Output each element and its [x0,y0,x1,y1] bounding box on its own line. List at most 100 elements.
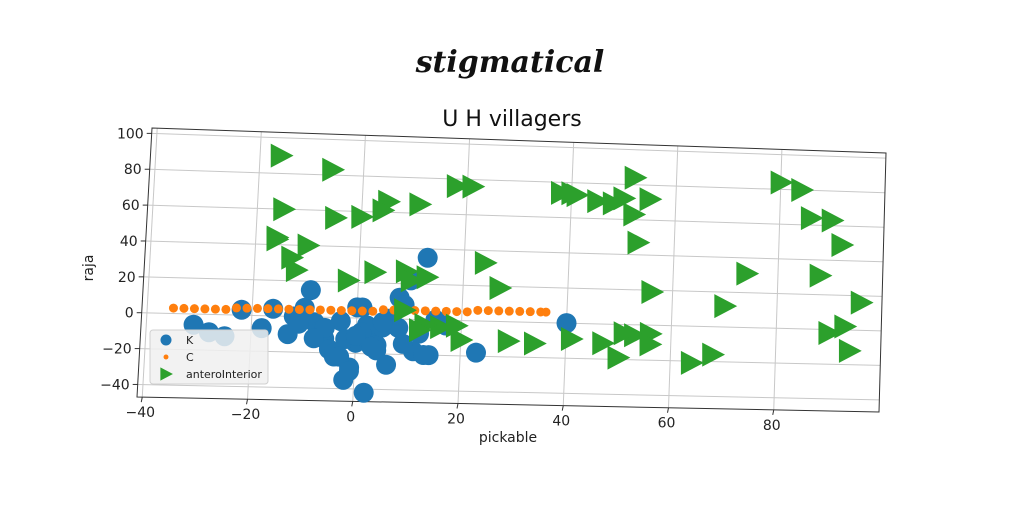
grid-lines [132,128,886,415]
y-grid-line [145,240,884,263]
legend-label: anteroInterior [186,368,262,381]
x-grid-line [562,142,575,406]
data-point [200,304,210,314]
data-point [416,265,440,290]
data-point [378,305,388,315]
x-tick-label: 40 [552,414,570,430]
data-point [680,350,704,375]
data-point [297,233,321,258]
data-point [497,329,521,354]
plot-border [136,127,887,413]
y-tick-label: −20 [102,342,132,358]
y-grid-line [141,312,882,332]
data-point [624,323,647,348]
data-point [587,189,611,214]
data-point [337,268,361,293]
x-tick-label: 80 [763,418,781,434]
plot-frame [136,127,887,413]
data-point [284,304,294,314]
data-point [281,245,305,270]
data-point [431,306,441,316]
y-tick-label: 0 [125,306,134,322]
legend-marker [160,367,173,381]
data-point [623,202,647,227]
data-point [376,354,397,375]
series-anterointerior [266,143,874,375]
data-point [252,303,262,313]
data-point [305,305,315,315]
data-point [303,328,324,349]
data-point [189,304,199,314]
y-grid-line [149,168,885,194]
data-point [210,304,220,314]
data-point [473,305,483,315]
data-point [736,261,760,286]
x-grid-line [141,128,158,398]
x-grid-line [668,145,679,408]
x-tick-mark [140,397,143,403]
data-point [465,342,486,363]
series-c [168,303,551,317]
y-tick-label: −40 [100,377,130,393]
data-point [834,314,858,339]
data-point [417,247,438,268]
data-point [345,325,366,346]
y-axis-label: raja [81,255,97,282]
data-point [452,307,462,317]
data-point [525,307,535,317]
data-point [441,306,451,316]
data-point [294,304,304,314]
data-point [489,275,513,300]
data-point [566,183,590,208]
data-point [809,263,833,288]
data-point [388,317,409,338]
data-point [818,321,842,346]
data-point [263,304,273,314]
data-point [838,338,862,363]
data-point [560,327,584,352]
data-point [504,306,514,316]
y-tick-label: 100 [117,126,144,142]
data-point [357,306,367,316]
data-point [420,306,430,316]
x-tick-mark [456,403,459,409]
data-point [430,315,453,340]
x-tick-mark [246,399,249,405]
x-tick-mark [772,409,775,415]
data-point [325,205,348,230]
data-point [474,250,498,275]
data-point [242,303,252,313]
data-point [368,306,378,316]
data-point [326,305,336,315]
x-tick-label: 0 [346,409,355,425]
data-point [627,230,651,255]
data-point [285,258,309,283]
chart-title: U H villagers [442,107,581,132]
data-point [483,306,493,316]
data-point [263,298,284,319]
data-point [462,174,486,199]
data-point [541,307,551,317]
data-point [392,333,413,354]
data-point [270,143,294,168]
data-point [446,174,470,199]
data-point [791,178,815,203]
data-point [179,303,189,313]
data-point [462,307,472,317]
x-grid-line [352,135,366,402]
x-tick-mark [561,405,564,411]
data-point [336,305,346,315]
data-point [800,206,824,231]
y-grid-line [143,276,883,297]
data-point [409,192,433,217]
data-point [613,321,637,346]
x-tick-mark [667,407,669,413]
x-tick-label: −20 [231,407,261,423]
data-point [624,165,648,190]
y-tick-label: 80 [124,162,142,178]
x-tick-label: 20 [447,411,465,427]
data-point [400,268,424,293]
